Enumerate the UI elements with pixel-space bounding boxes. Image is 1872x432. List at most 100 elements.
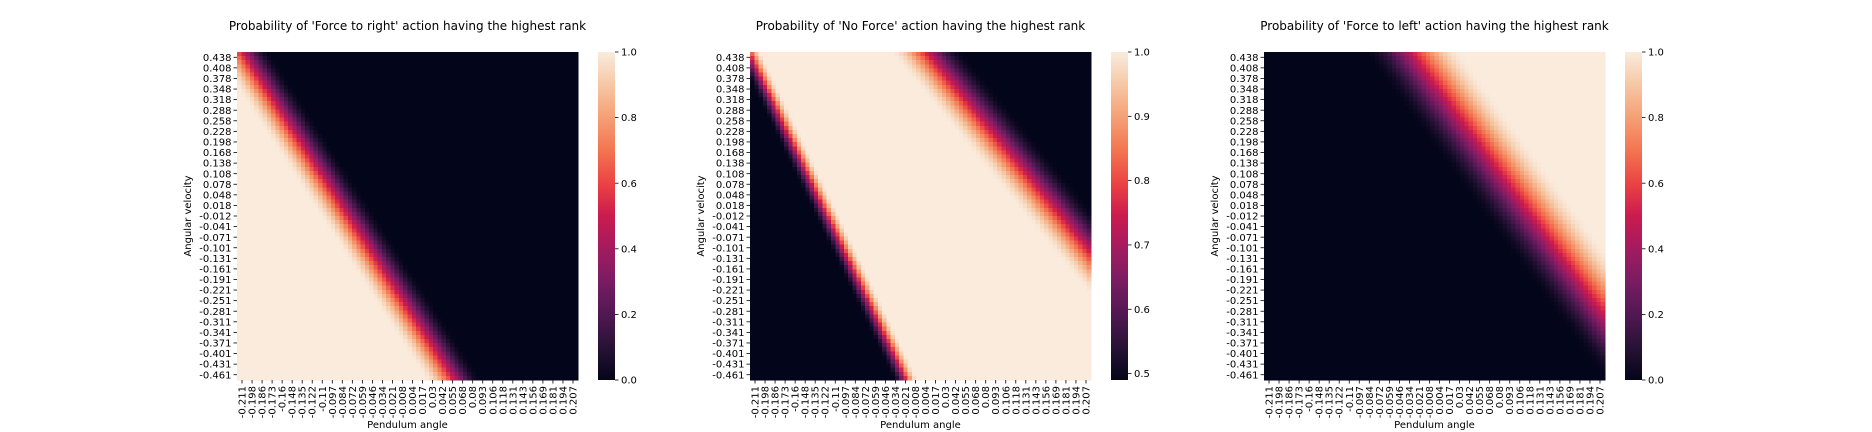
heatmap-cell [296, 224, 302, 229]
heatmap-cell [462, 121, 468, 127]
heatmap-cell [560, 191, 566, 197]
heatmap-cell [441, 281, 447, 287]
heatmap-cell [560, 109, 566, 115]
heatmap-cell [249, 52, 255, 57]
heatmap-cell [381, 244, 387, 250]
heatmap-cell [347, 195, 353, 201]
heatmap-cell [552, 134, 558, 139]
heatmap-cell [565, 52, 571, 57]
heatmap-cell [283, 162, 289, 168]
heatmap-cell [283, 191, 289, 197]
heatmap-cell [356, 273, 362, 279]
heatmap-cell [454, 72, 460, 78]
heatmap-cell [531, 134, 536, 139]
heatmap-cell [484, 207, 490, 213]
heatmap-cell [462, 277, 468, 283]
heatmap-cell [330, 80, 336, 86]
heatmap-cell [296, 207, 302, 213]
heatmap-cell [335, 166, 340, 172]
heatmap-cell [266, 211, 272, 217]
heatmap-cell [394, 146, 400, 151]
heatmap-cell [437, 281, 443, 287]
heatmap-cell [305, 105, 311, 110]
heatmap-cell [369, 257, 374, 262]
heatmap-cell [309, 150, 315, 156]
heatmap-cell [526, 97, 532, 102]
heatmap-cell [398, 154, 404, 160]
heatmap-cell [335, 60, 340, 65]
heatmap-cell [556, 154, 562, 160]
heatmap-cell [543, 150, 549, 156]
heatmap-cell [407, 97, 413, 102]
heatmap-cell [467, 101, 473, 106]
heatmap-cell [501, 261, 507, 266]
heatmap-cell [339, 60, 345, 65]
heatmap-cell [373, 117, 379, 123]
heatmap-cell [266, 97, 272, 102]
heatmap-cell [428, 248, 434, 254]
heatmap-cell [492, 187, 498, 192]
heatmap-cell [518, 216, 524, 221]
heatmap-cell [266, 179, 272, 184]
heatmap-cell [254, 80, 259, 86]
heatmap-cell [420, 179, 426, 184]
heatmap-cell [262, 224, 268, 229]
heatmap-cell [488, 142, 494, 147]
heatmap-cell [386, 142, 392, 147]
heatmap-cell [518, 150, 524, 156]
heatmap-cell [416, 252, 421, 258]
heatmap-cell [411, 302, 417, 307]
heatmap-cell [420, 175, 426, 180]
heatmap-cell [322, 56, 328, 61]
heatmap-cell [420, 97, 426, 102]
heatmap-cell [326, 191, 332, 197]
heatmap-cell [505, 166, 511, 172]
heatmap-cell [309, 252, 315, 258]
heatmap-cell [258, 211, 264, 217]
heatmap-cell [305, 216, 311, 221]
heatmap-cell [505, 211, 511, 217]
heatmap-cell [237, 179, 242, 184]
heatmap-cell [539, 97, 545, 102]
heatmap-cell [437, 195, 443, 201]
heatmap-cell [237, 80, 242, 86]
heatmap-cell [411, 228, 417, 233]
heatmap-cell [514, 224, 519, 229]
heatmap-cell [407, 240, 413, 246]
heatmap-cell [403, 105, 409, 110]
heatmap-cell [420, 134, 426, 139]
heatmap-cell [347, 146, 353, 151]
heatmap-cell [437, 146, 443, 151]
heatmap-cell [398, 216, 404, 221]
heatmap-cell [416, 109, 421, 115]
heatmap-cell [249, 64, 255, 69]
heatmap-cell [424, 199, 430, 205]
heatmap-cell [330, 298, 336, 303]
heatmap-cell [467, 142, 473, 147]
heatmap-cell [279, 252, 285, 258]
heatmap-cell [369, 232, 374, 238]
heatmap-cell [428, 183, 434, 188]
heatmap-cell [552, 228, 558, 233]
heatmap-cell [552, 175, 558, 180]
heatmap-cell [488, 170, 494, 176]
heatmap-cell [428, 166, 434, 172]
heatmap-cell [535, 199, 541, 205]
heatmap-cell [258, 101, 264, 106]
heatmap-cell [454, 281, 460, 287]
heatmap-cell [433, 101, 438, 106]
heatmap-cell [420, 257, 426, 262]
heatmap-cell [514, 64, 519, 69]
heatmap-cell [569, 289, 575, 295]
heatmap-cell [394, 183, 400, 188]
heatmap-cell [560, 166, 566, 172]
heatmap-cell [514, 97, 519, 102]
heatmap-cell [381, 265, 387, 270]
heatmap-cell [241, 224, 247, 229]
heatmap-cell [373, 298, 379, 303]
heatmap-cell [445, 97, 451, 102]
heatmap-cell [279, 220, 285, 225]
heatmap-cell [437, 76, 443, 82]
heatmap-cell [386, 228, 392, 233]
heatmap-cell [266, 105, 272, 110]
